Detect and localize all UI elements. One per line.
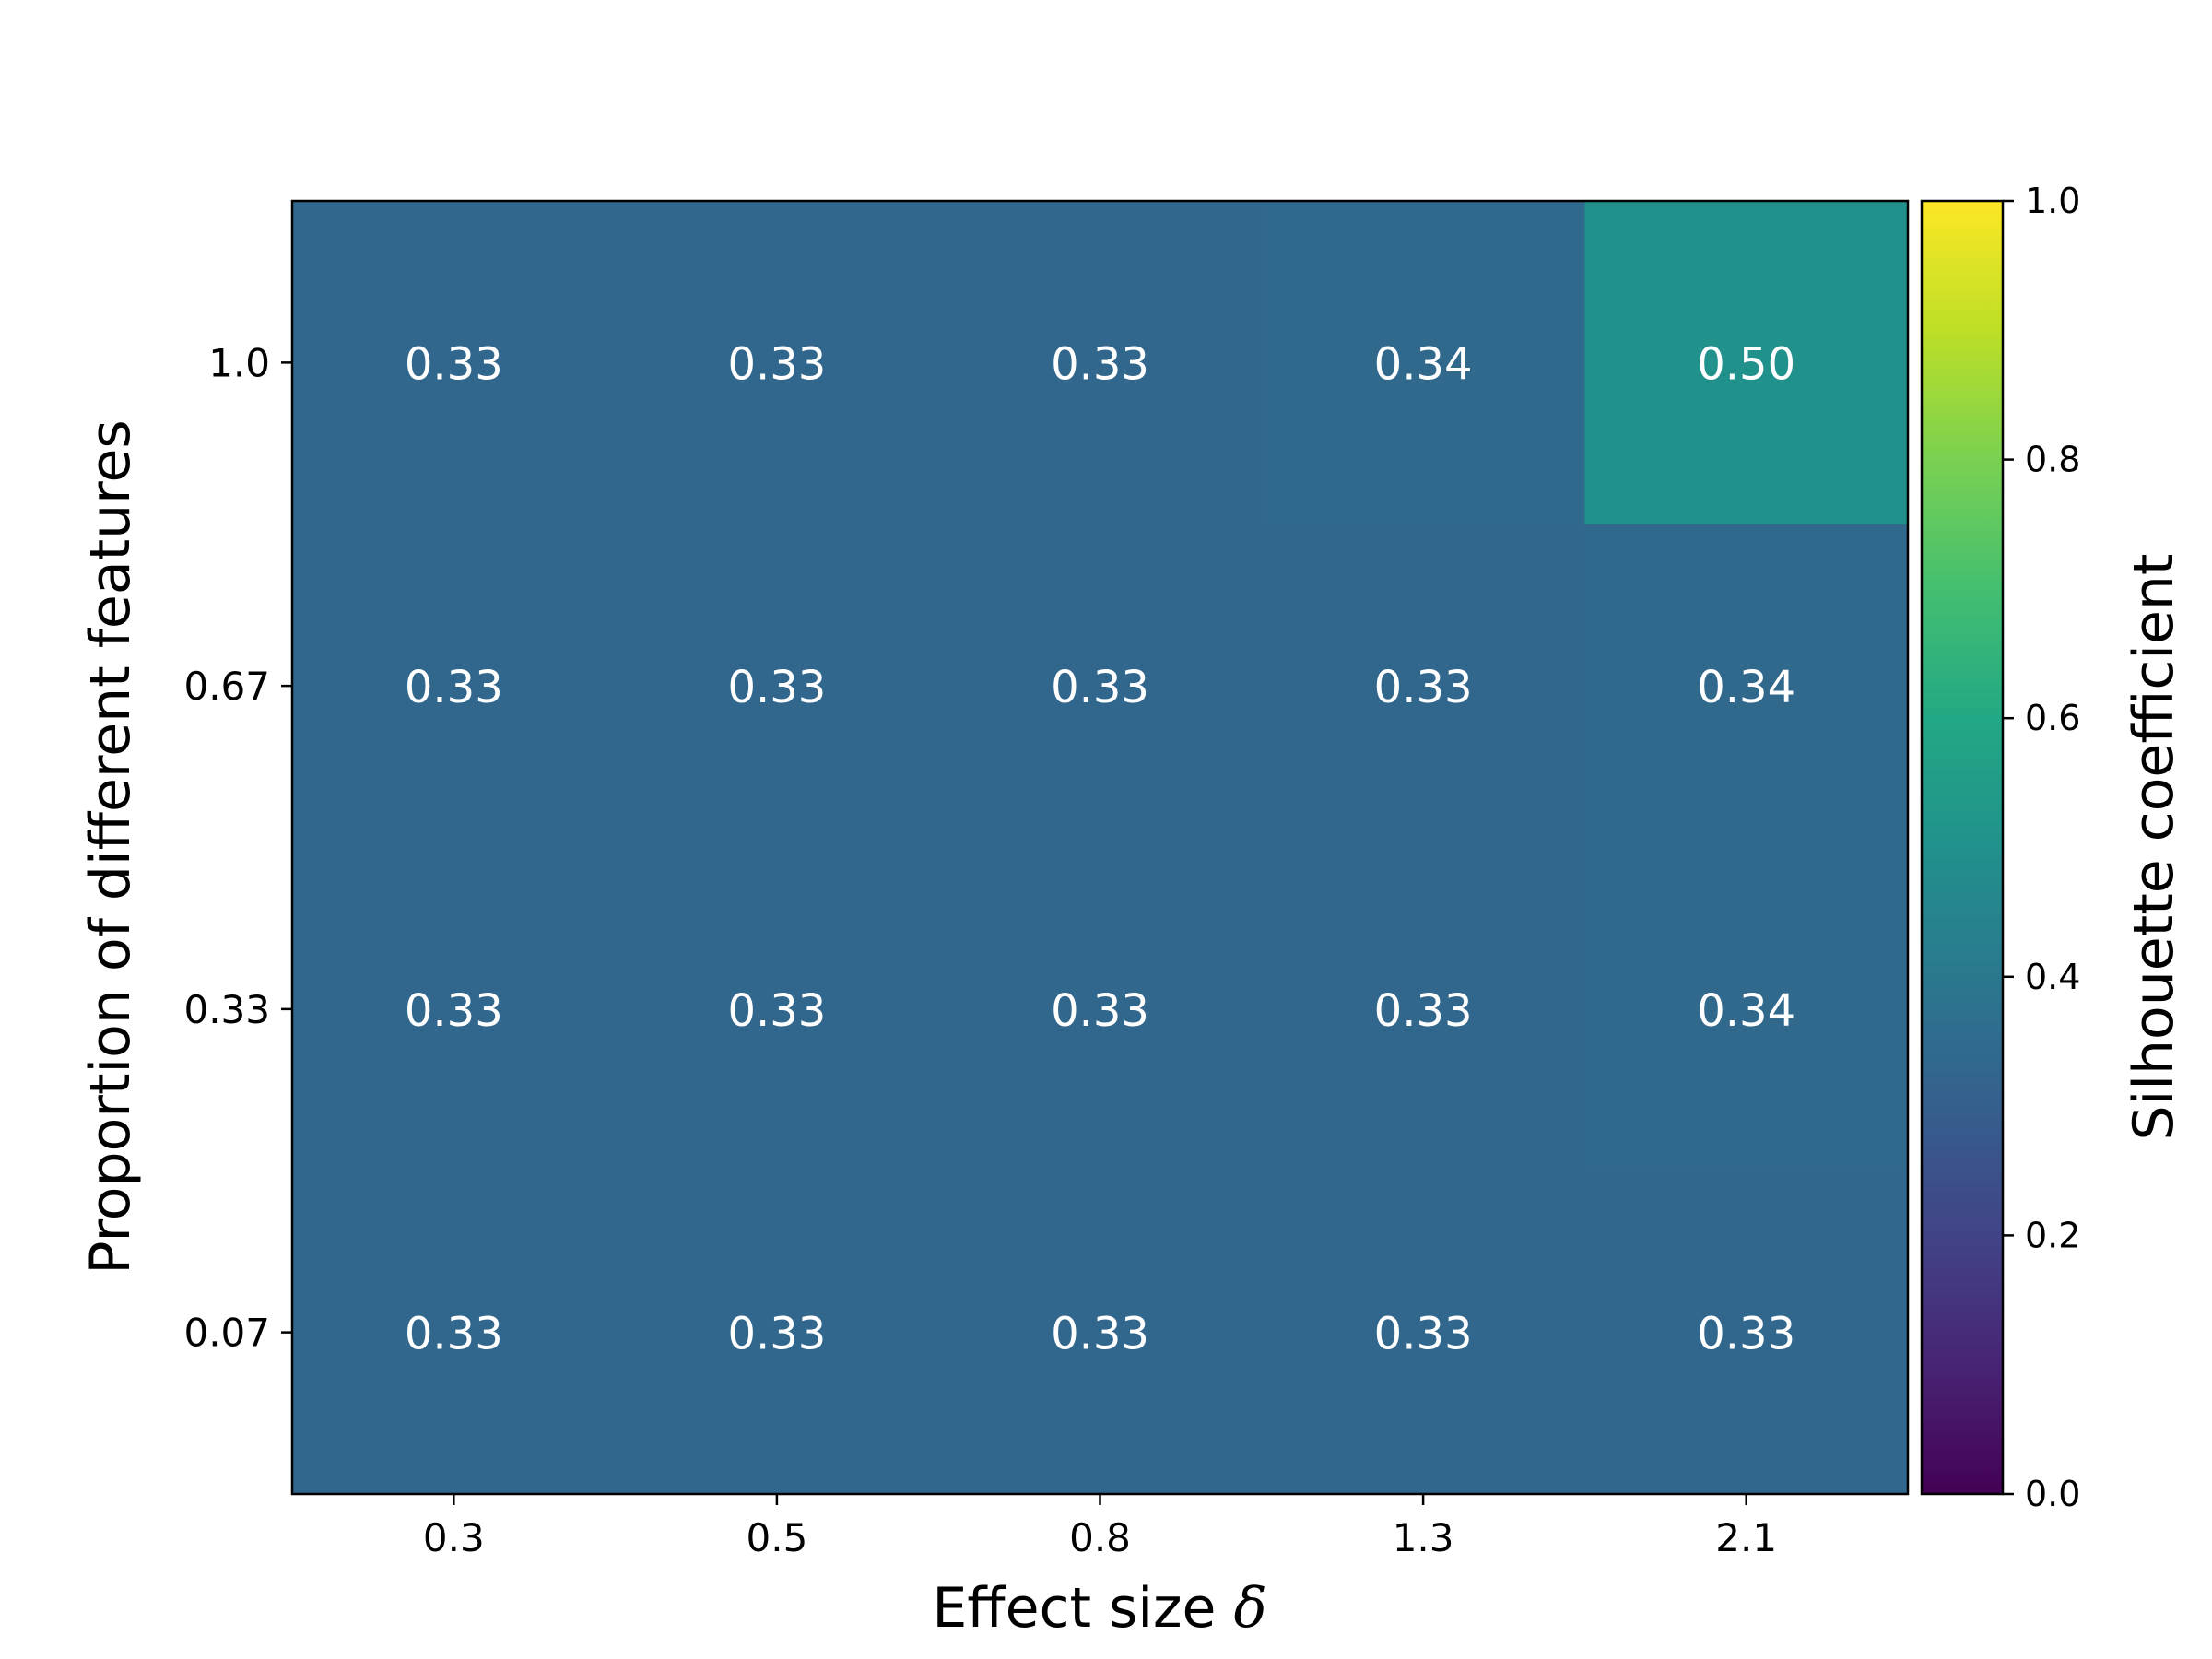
colorbar-tick-label: 0.4 bbox=[2025, 957, 2080, 997]
y-axis-label: Proportion of different features bbox=[78, 419, 143, 1274]
heatmap-cell bbox=[938, 524, 1263, 848]
heatmap-cell bbox=[292, 1171, 617, 1495]
cell-value-label: 0.34 bbox=[1374, 338, 1473, 390]
y-tick-label: 0.07 bbox=[183, 1311, 270, 1356]
y-tick-label: 0.67 bbox=[183, 664, 270, 709]
heatmap-cell bbox=[1261, 201, 1585, 525]
cell-value-label: 0.33 bbox=[405, 1309, 503, 1360]
x-tick-label: 1.3 bbox=[1393, 1515, 1454, 1560]
heatmap-cell bbox=[1584, 1171, 1909, 1495]
heatmap-cell bbox=[615, 1171, 939, 1495]
colorbar-tick-label: 0.0 bbox=[2025, 1474, 2080, 1514]
colorbar-tick-label: 0.8 bbox=[2025, 440, 2080, 480]
colorbar bbox=[1920, 199, 2005, 1496]
cell-value-label: 0.50 bbox=[1697, 338, 1795, 390]
heatmap-cell bbox=[292, 847, 617, 1171]
y-tick-label: 0.33 bbox=[183, 987, 270, 1032]
cell-value-label: 0.33 bbox=[1697, 1309, 1795, 1360]
cell-value-label: 0.33 bbox=[727, 1309, 826, 1360]
heatmap-cell bbox=[938, 1171, 1263, 1495]
cell-value-label: 0.34 bbox=[1697, 662, 1795, 713]
x-tick-label: 0.3 bbox=[423, 1515, 485, 1560]
colorbar-label: Silhouette coefficient bbox=[2122, 554, 2186, 1141]
heatmap-cells bbox=[292, 201, 1909, 1495]
heatmap-cell bbox=[292, 201, 617, 525]
cell-value-labels: 0.33 0.33 0.33 0.34 0.50 0.33 0.33 0.33 0.33 0.34… bbox=[405, 338, 1795, 1359]
cell-value-label: 0.33 bbox=[405, 662, 503, 713]
cell-value-label: 0.33 bbox=[1374, 1309, 1473, 1360]
cell-value-label: 0.33 bbox=[405, 338, 503, 390]
heatmap-cell bbox=[1584, 847, 1909, 1171]
x-tick-label: 0.8 bbox=[1069, 1515, 1131, 1560]
colorbar-ticks: 0.0 0.2 0.4 0.6 0.8 1.0 bbox=[2003, 181, 2080, 1514]
cell-value-label: 0.34 bbox=[1697, 985, 1795, 1037]
cell-value-label: 0.33 bbox=[727, 338, 826, 390]
heatmap-cell bbox=[938, 847, 1263, 1171]
heatmap-cell bbox=[1261, 524, 1585, 848]
cell-value-label: 0.33 bbox=[405, 985, 503, 1037]
x-axis-label-symbol: δ bbox=[1234, 1576, 1267, 1641]
cell-value-label: 0.33 bbox=[727, 985, 826, 1037]
x-axis-ticks: 0.3 0.5 0.8 1.3 2.1 bbox=[423, 1494, 1777, 1560]
x-axis-label: Effect size δ bbox=[932, 1576, 1266, 1641]
y-axis-ticks: 1.0 0.67 0.33 0.07 bbox=[183, 340, 292, 1356]
heatmap-cell bbox=[615, 847, 939, 1171]
cell-value-label: 0.33 bbox=[1051, 338, 1149, 390]
heatmap-cell bbox=[1584, 201, 1909, 525]
colorbar-tick-label: 0.6 bbox=[2025, 698, 2080, 738]
heatmap-cell bbox=[938, 201, 1263, 525]
cell-value-label: 0.33 bbox=[1051, 662, 1149, 713]
cell-value-label: 0.33 bbox=[1051, 1309, 1149, 1360]
cell-value-label: 0.33 bbox=[1374, 985, 1473, 1037]
y-tick-label: 1.0 bbox=[208, 340, 270, 385]
x-tick-label: 2.1 bbox=[1715, 1515, 1777, 1560]
colorbar-tick-label: 1.0 bbox=[2025, 181, 2080, 221]
heatmap-cell bbox=[1261, 847, 1585, 1171]
x-axis-label-text: Effect size bbox=[932, 1576, 1216, 1641]
cell-value-label: 0.33 bbox=[1051, 985, 1149, 1037]
heatmap-cell bbox=[1261, 1171, 1585, 1495]
heatmap-cell bbox=[615, 524, 939, 848]
cell-value-label: 0.33 bbox=[727, 662, 826, 713]
heatmap-cell bbox=[615, 201, 939, 525]
x-tick-label: 0.5 bbox=[747, 1515, 808, 1560]
heatmap-cell bbox=[1584, 524, 1909, 848]
cell-value-label: 0.33 bbox=[1374, 662, 1473, 713]
colorbar-tick-label: 0.2 bbox=[2025, 1215, 2080, 1255]
heatmap-cell bbox=[292, 524, 617, 848]
